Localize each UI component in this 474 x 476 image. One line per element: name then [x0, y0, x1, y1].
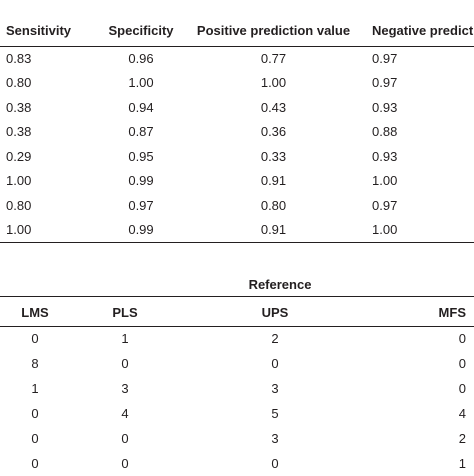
table-cell: 0.87	[128, 124, 154, 140]
table-cell: 2	[271, 331, 279, 347]
table-cell: 0.80	[6, 75, 32, 91]
table-cell: 4	[458, 406, 466, 421]
table-cell: 3	[271, 381, 279, 396]
column-header-positive-prediction-value: Positive prediction value	[191, 16, 356, 47]
table-cell: 0.94	[128, 99, 154, 115]
table-row: 0 0 0 1	[0, 451, 474, 476]
table-row: 0.80 1.00 1.00 0.97	[0, 71, 474, 96]
table-cell: 0.91	[191, 217, 356, 243]
table-row: 0.38 0.87 0.36 0.88	[0, 120, 474, 145]
table-row: 0.29 0.95 0.33 0.93	[0, 144, 474, 169]
table-row: 0.38 0.94 0.43 0.93	[0, 95, 474, 120]
column-header-sensitivity: Sensitivity	[0, 16, 91, 47]
table-row: 0.80 0.97 0.80 0.97	[0, 193, 474, 218]
table-cell: 0	[121, 456, 129, 471]
table-cell: 0	[458, 356, 466, 371]
table-cell: 0	[271, 356, 279, 371]
table-cell: 0.97	[372, 75, 398, 91]
table-cell: 0.80	[6, 197, 32, 213]
table-cell: 1	[458, 456, 466, 471]
table-cell: 0.83	[6, 51, 32, 66]
table-cell: 1.00	[260, 75, 287, 91]
table-cell: 0.93	[372, 99, 398, 115]
table-cell: 2	[458, 431, 466, 446]
table-header-row: Sensitivity Specificity Positive predict…	[0, 16, 474, 47]
table-cell: 1	[121, 331, 129, 347]
table-cell: 0.36	[260, 124, 287, 140]
table-cell: 0	[458, 331, 466, 347]
table-cell: 1	[31, 381, 39, 396]
column-header-specificity: Specificity	[91, 16, 191, 47]
table-cell: 0	[121, 356, 129, 371]
table-cell: 0.97	[128, 197, 154, 213]
table-cell: 0.96	[128, 51, 154, 66]
table-cell: 0	[121, 431, 129, 446]
table-cell: 0.88	[372, 124, 398, 140]
table-row: 1.00 0.99 0.91 1.00	[0, 217, 474, 243]
table-cell: 5	[271, 406, 279, 421]
table-header-row: LMS PLS UPS MFS	[0, 300, 474, 327]
table-cell: 4	[121, 406, 129, 421]
table-cell: 1.00	[356, 217, 474, 243]
table-cell: 0	[271, 456, 279, 471]
table-cell: 0.95	[128, 148, 154, 164]
table-row: 0 4 5 4	[0, 401, 474, 426]
column-header-ups: UPS	[180, 300, 370, 327]
table-cell: 0.38	[6, 124, 32, 140]
table-cell: 0.97	[372, 51, 398, 66]
table-cell: 0.80	[260, 197, 287, 213]
column-header-pls: PLS	[70, 300, 180, 327]
table-cell: 0.97	[372, 197, 398, 213]
table-cell: 0	[458, 381, 466, 396]
table-cell: 1.00	[128, 75, 154, 91]
table-cell: 0	[31, 331, 39, 347]
table-cell: 0.43	[260, 99, 287, 115]
table-cell: 0.91	[260, 173, 287, 189]
table-cell: 0	[31, 406, 39, 421]
reference-caption: Reference	[248, 277, 312, 292]
table-cell: 3	[271, 431, 279, 446]
table-cell: 0.99	[128, 173, 154, 189]
table-cell: 3	[121, 381, 129, 396]
table-cell: 1.00	[6, 173, 32, 189]
table-cell: 0.77	[260, 51, 287, 66]
accuracy-table: Sensitivity Specificity Positive predict…	[0, 16, 474, 243]
table-cell: 1.00	[372, 173, 398, 189]
table-cell: 0	[31, 456, 39, 471]
table-row: 1.00 0.99 0.91 1.00	[0, 169, 474, 194]
reference-table: LMS PLS UPS MFS 0 1 2 0 8 0 0 0 1 3 3 0 …	[0, 300, 474, 476]
column-header-negative-prediction-value: Negative predict	[356, 16, 474, 47]
table-cell: 0.38	[6, 99, 32, 115]
table-cell: 0.29	[6, 148, 32, 164]
column-header-mfs: MFS	[370, 300, 474, 327]
table-cell: 0.33	[260, 148, 287, 164]
table-cell: 0	[31, 431, 39, 446]
table-cell: 0.99	[91, 217, 191, 243]
table-cell: 8	[31, 356, 39, 371]
table-cell: 1.00	[0, 217, 91, 243]
table-row: 8 0 0 0	[0, 351, 474, 376]
table-row: 1 3 3 0	[0, 376, 474, 401]
column-header-lms: LMS	[0, 300, 70, 327]
caption-divider	[0, 296, 474, 297]
table-row: 0 1 2 0	[0, 326, 474, 351]
table-row: 0 0 3 2	[0, 426, 474, 451]
table-row: 0.83 0.96 0.77 0.97	[0, 46, 474, 71]
table-cell: 0.93	[372, 148, 398, 164]
